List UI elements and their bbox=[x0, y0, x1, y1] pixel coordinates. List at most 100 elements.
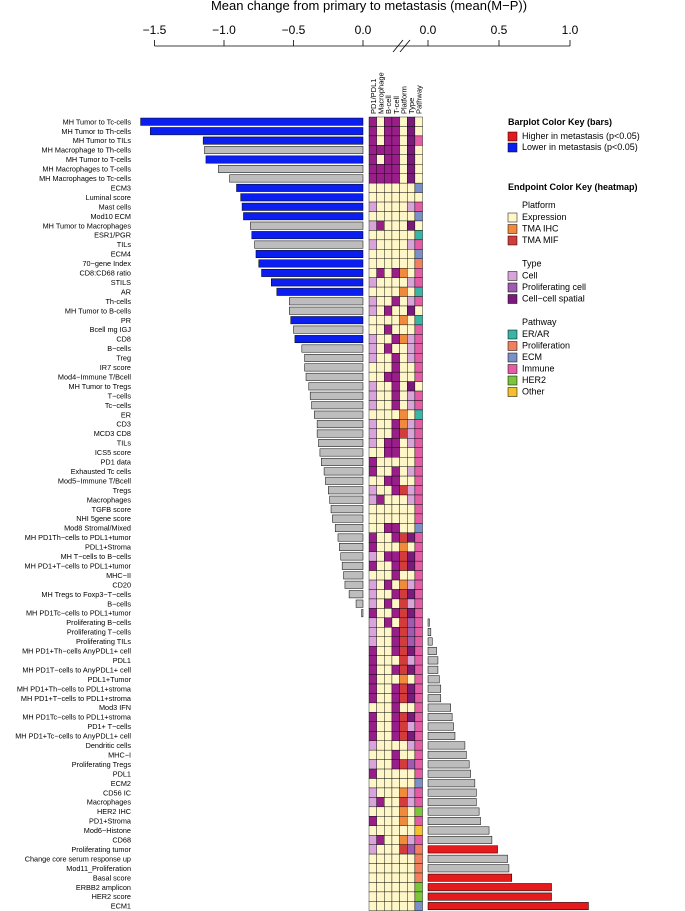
heatmap-cell bbox=[384, 882, 393, 893]
heatmap-cell bbox=[376, 305, 385, 316]
heatmap-cell bbox=[391, 835, 400, 845]
heatmap-cell bbox=[376, 239, 385, 250]
row-label: Proliferating Tregs bbox=[72, 760, 132, 769]
chart-row: PDL1 bbox=[113, 768, 471, 779]
heatmap-cell bbox=[384, 617, 393, 628]
heatmap-cell bbox=[399, 598, 408, 609]
heatmap-cell bbox=[414, 693, 423, 704]
heatmap-cell bbox=[414, 201, 423, 212]
heatmap-cell bbox=[407, 617, 416, 628]
heatmap-cell bbox=[376, 740, 385, 751]
chart-row: Proliferating tumor bbox=[71, 844, 498, 855]
heatmap-cell bbox=[399, 353, 408, 363]
heatmap-cell bbox=[376, 664, 385, 675]
heatmap-cell bbox=[391, 466, 400, 477]
heatmap-cell bbox=[376, 863, 385, 874]
bar bbox=[255, 250, 364, 258]
heatmap-cell bbox=[407, 664, 416, 675]
heatmap-cell bbox=[384, 551, 393, 562]
heatmap-cell bbox=[384, 145, 393, 156]
heatmap-cell bbox=[376, 296, 385, 307]
chart-row: PDL1+Stroma bbox=[85, 542, 423, 552]
bar bbox=[251, 231, 364, 240]
bar bbox=[271, 278, 364, 287]
heatmap-cell bbox=[414, 428, 423, 439]
row-label: TILs bbox=[117, 439, 132, 448]
x-axis: −1.5 −1.0 −0.5 0.0 0.0 0.5 1.0 bbox=[143, 23, 579, 53]
heatmap-cell bbox=[407, 797, 416, 808]
heatmap-cell bbox=[399, 674, 408, 685]
heatmap-cell bbox=[384, 683, 393, 694]
legend-label: HER2 bbox=[522, 375, 546, 385]
heatmap-cell bbox=[384, 721, 393, 732]
chart-row: AR bbox=[121, 286, 423, 297]
left-tick-label: 0.0 bbox=[355, 23, 372, 37]
heatmap-cell bbox=[391, 853, 400, 864]
heatmap-cell bbox=[414, 768, 423, 779]
heatmap-cell bbox=[376, 598, 385, 609]
heatmap-cell bbox=[368, 145, 377, 156]
heatmap-cell bbox=[414, 636, 423, 647]
bar bbox=[344, 580, 364, 589]
heatmap-cell bbox=[399, 343, 408, 354]
heatmap-cell bbox=[368, 712, 377, 722]
heatmap-cell bbox=[399, 702, 408, 713]
heatmap-cell bbox=[376, 381, 385, 392]
heatmap-cell bbox=[384, 258, 393, 269]
heatmap-cell bbox=[384, 598, 393, 609]
heatmap-cell bbox=[407, 570, 416, 581]
heatmap-cell bbox=[391, 371, 400, 382]
heatmap-cell bbox=[399, 126, 408, 137]
heatmap-cell bbox=[399, 239, 408, 250]
chart-row: MH Tumor to Th-cells bbox=[61, 126, 423, 137]
bar bbox=[250, 221, 364, 230]
heatmap-cell bbox=[384, 523, 393, 533]
heatmap-cell bbox=[414, 135, 423, 146]
heatmap-cell bbox=[384, 579, 393, 590]
heatmap-cell bbox=[384, 371, 393, 382]
heatmap-cell bbox=[399, 220, 408, 231]
bar bbox=[427, 684, 442, 693]
bar bbox=[243, 212, 364, 221]
heatmap-cell bbox=[399, 768, 408, 779]
heatmap-cell bbox=[376, 164, 385, 174]
row-label: CD56 IC bbox=[103, 788, 131, 797]
row-label: 70−gene Index bbox=[83, 259, 132, 268]
heatmap-cell bbox=[376, 532, 385, 543]
heatmap-cell bbox=[407, 343, 416, 354]
heatmap-cell bbox=[407, 390, 416, 401]
heatmap-cell bbox=[368, 192, 377, 203]
heatmap-cell bbox=[399, 428, 408, 439]
heatmap-cell bbox=[384, 901, 393, 911]
chart-row: MH PD1Tc−cells to PDL1+stroma bbox=[22, 712, 453, 722]
heatmap-cell bbox=[376, 759, 385, 770]
heatmap-cell bbox=[414, 126, 423, 137]
heatmap-cell bbox=[376, 825, 385, 836]
chart-row: MH Tumor to Tc-cells bbox=[63, 116, 423, 127]
heatmap-cell bbox=[384, 560, 393, 571]
row-label: MH PD1T−cells to AnyPDL1+ cell bbox=[22, 665, 131, 674]
heatmap-cell bbox=[391, 211, 400, 222]
heatmap-cell bbox=[376, 485, 385, 496]
heatmap-cell bbox=[391, 712, 400, 722]
heatmap-cell bbox=[414, 721, 423, 732]
heatmap-cell bbox=[399, 731, 408, 741]
row-label: Exhausted Tc cells bbox=[71, 467, 132, 476]
heatmap-cell bbox=[384, 447, 393, 458]
heatmap-cell bbox=[376, 268, 385, 278]
legend-label: ER/AR bbox=[522, 329, 550, 339]
row-label: ECM1 bbox=[111, 902, 131, 911]
column-header: T-cell bbox=[392, 96, 401, 114]
heatmap-cell bbox=[399, 579, 408, 590]
heatmap-cell bbox=[376, 249, 385, 259]
bar bbox=[427, 618, 430, 627]
heatmap-cell bbox=[376, 277, 385, 288]
legend-swatch bbox=[507, 235, 518, 246]
heatmap-cell bbox=[407, 494, 416, 505]
heatmap-cell bbox=[407, 116, 416, 127]
heatmap-cell bbox=[414, 173, 423, 184]
heatmap-cell bbox=[368, 447, 377, 458]
heatmap-cell bbox=[368, 239, 377, 250]
heatmap-cell bbox=[376, 494, 385, 505]
